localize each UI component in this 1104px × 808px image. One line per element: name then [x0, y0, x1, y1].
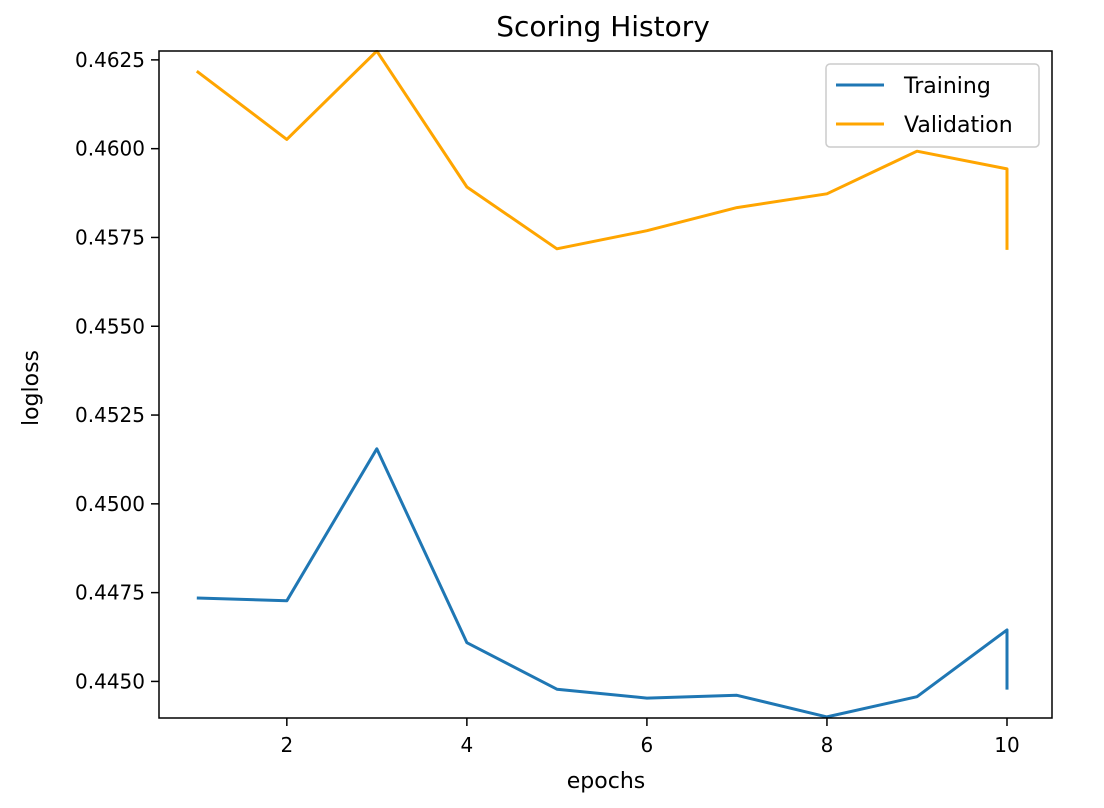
- series-line-training: [196, 447, 1009, 719]
- series-lines: [195, 50, 1009, 719]
- axes-frame: [158, 50, 1053, 719]
- legend-label-validation: Validation: [904, 113, 1013, 138]
- x-tick-label: 6: [641, 733, 654, 757]
- plot-area: 2 4 6 8 10 0.4450 0.4475 0.4500 0.4525 0.4550 0.45…: [75, 48, 1053, 757]
- y-tick-label: 0.4450: [75, 669, 145, 693]
- legend-label-training: Training: [903, 74, 991, 99]
- chart-title: Scoring History: [496, 10, 710, 43]
- series-line-validation: [195, 50, 1009, 251]
- y-tick-label: 0.4600: [75, 137, 145, 161]
- legend: Training Validation: [825, 63, 1040, 148]
- y-tick-label: 0.4500: [75, 492, 145, 516]
- y-tick-label: 0.4575: [75, 225, 145, 249]
- y-tick-label: 0.4525: [75, 403, 145, 427]
- y-axis-label: logloss: [19, 350, 44, 426]
- x-tick-label: 10: [994, 733, 1019, 757]
- y-tick-label: 0.4550: [75, 314, 145, 338]
- x-tick-label: 8: [821, 733, 834, 757]
- y-tick-label: 0.4625: [75, 48, 145, 72]
- x-tick-label: 2: [280, 733, 293, 757]
- x-tick-label: 4: [461, 733, 474, 757]
- x-axis-label: epochs: [567, 769, 645, 794]
- y-tick-label: 0.4475: [75, 581, 145, 605]
